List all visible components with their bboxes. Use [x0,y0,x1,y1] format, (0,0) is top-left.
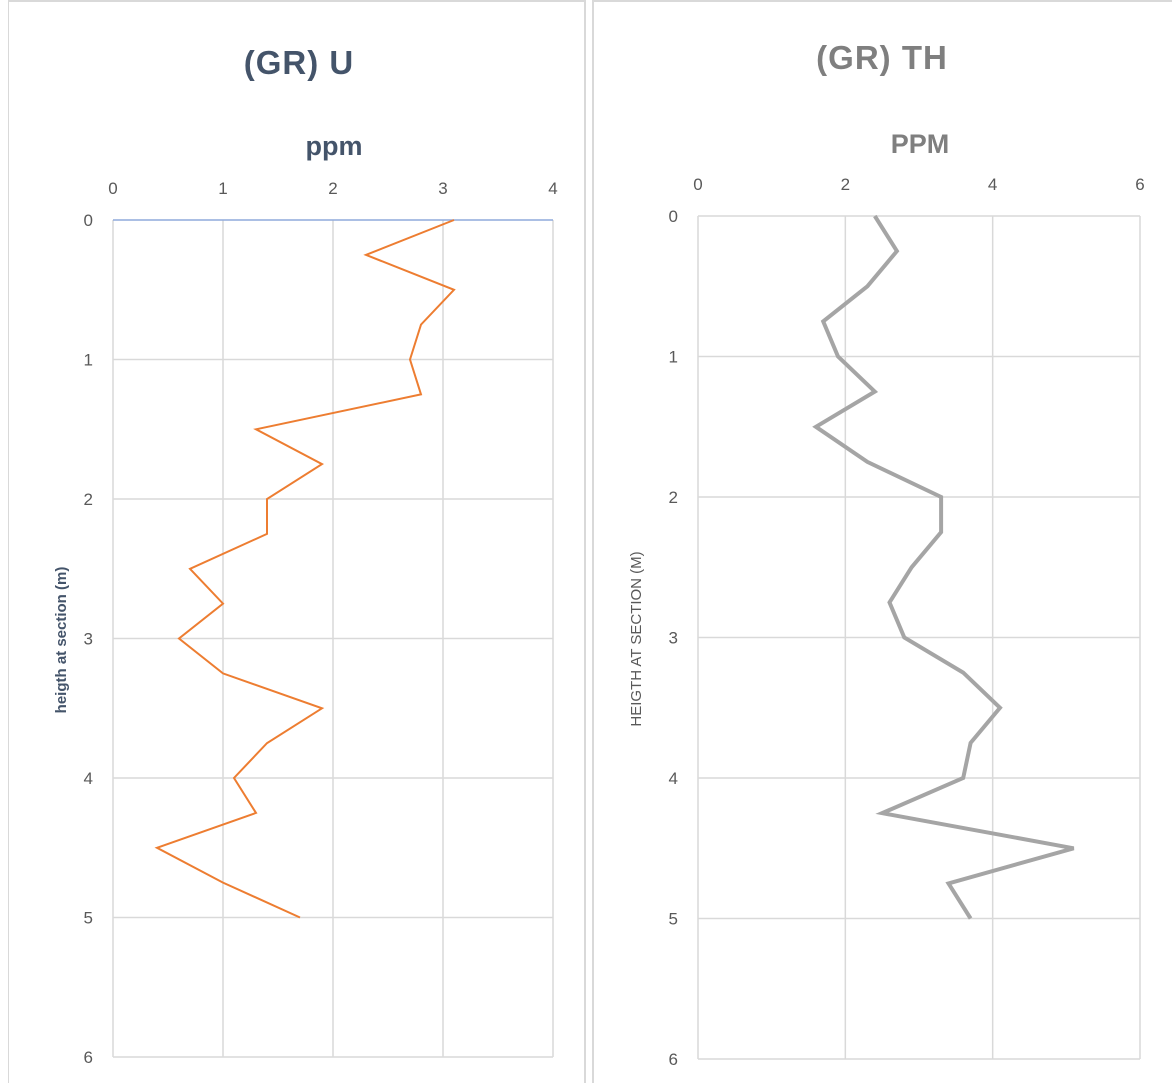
x-tick-label: 2 [328,179,337,198]
chart-th-svg: (GR) TH PPM HEIGTH AT SECTION (M) 0 1 2 3 4 5… [628,39,1145,1069]
series-line [812,214,1075,920]
y-tick-label: 0 [84,211,93,230]
chart-u-svg: (GR) U ppm heigth at section (m) 0 1 2 3 4 5 6… [53,44,558,1067]
y-axis-title: HEIGTH AT SECTION (M) [628,551,645,726]
y-tick-label: 1 [669,348,678,367]
x-tick-label: 6 [1135,175,1144,194]
x-tick-label: 4 [988,175,997,194]
series-line [154,219,456,919]
x-tick-label: 3 [438,179,447,198]
y-tick-label: 3 [669,629,678,648]
x-axis-title: ppm [306,131,363,161]
x-tick-label: 2 [841,175,850,194]
chart-panel-u: (GR) U ppm heigth at section (m) 0 1 2 3 4 5 6… [8,0,586,1083]
y-tick-label: 6 [84,1048,93,1067]
y-tick-label: 6 [669,1050,678,1069]
x-tick-label: 1 [218,179,227,198]
y-tick-label: 1 [84,351,93,370]
y-tick-label: 0 [669,207,678,226]
x-axis-title: PPM [891,129,950,159]
y-axis-title: heigth at section (m) [53,567,70,714]
y-tick-label: 4 [84,769,93,788]
x-tick-label: 0 [108,179,117,198]
y-tick-label: 2 [84,490,93,509]
y-tick-label: 4 [669,769,678,788]
y-tick-label: 5 [669,910,678,929]
x-tick-label: 0 [693,175,702,194]
chart-title: (GR) U [244,44,354,81]
y-tick-label: 2 [669,488,678,507]
chart-panel-th: (GR) TH PPM HEIGTH AT SECTION (M) 0 1 2 3 4 5… [592,0,1172,1083]
chart-title: (GR) TH [816,39,948,76]
y-tick-label: 5 [84,909,93,928]
y-tick-label: 3 [84,630,93,649]
x-tick-label: 4 [548,179,557,198]
